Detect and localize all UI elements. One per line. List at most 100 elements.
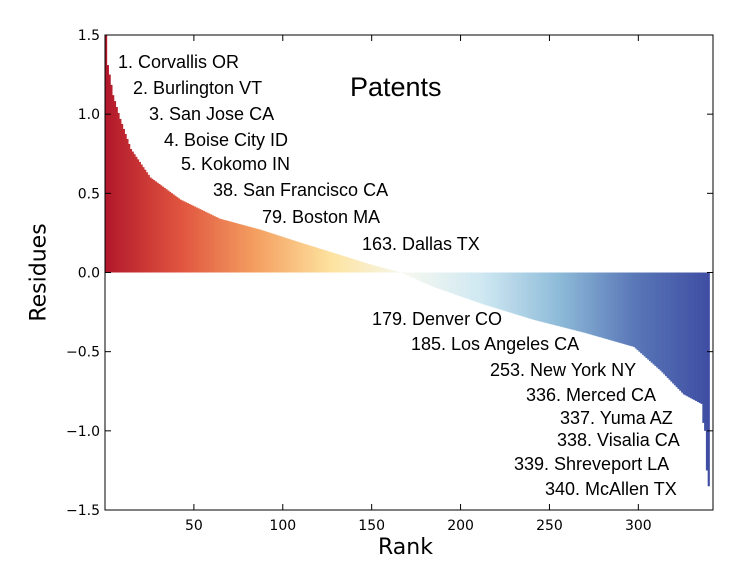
bar	[661, 272, 664, 373]
bar	[389, 269, 392, 273]
bar	[366, 263, 369, 273]
bar	[273, 234, 277, 273]
bar	[325, 250, 328, 273]
bar	[396, 271, 399, 273]
bar	[444, 272, 447, 292]
bar	[517, 272, 520, 316]
chart-title: Patents	[350, 72, 442, 102]
bar	[241, 224, 245, 273]
bar	[535, 272, 538, 321]
bar	[636, 272, 639, 351]
bar	[336, 253, 339, 273]
bar	[428, 272, 431, 286]
bar	[698, 272, 701, 403]
bar	[432, 272, 435, 287]
bar	[700, 272, 703, 404]
bar	[412, 272, 415, 279]
bar	[131, 151, 134, 273]
bar	[265, 231, 268, 273]
bar	[597, 272, 600, 337]
bar	[179, 199, 182, 273]
bar	[577, 272, 581, 332]
bar	[147, 174, 150, 273]
bar	[469, 272, 472, 300]
bar	[588, 272, 591, 335]
bar	[476, 272, 479, 303]
annotation: 253. New York NY	[490, 360, 637, 380]
bar	[329, 251, 332, 273]
bar	[506, 272, 509, 312]
y-tick-label: 0.5	[78, 186, 100, 202]
bar	[512, 272, 515, 314]
bar	[359, 261, 362, 273]
annotation: 5. Kokomo IN	[181, 154, 291, 174]
bar	[282, 237, 285, 273]
bar	[455, 272, 458, 295]
bar	[122, 128, 125, 273]
bar	[225, 220, 229, 273]
bar	[170, 193, 173, 273]
y-tick-label: 1.5	[78, 28, 100, 44]
bar	[681, 272, 684, 393]
bar	[585, 272, 588, 334]
bar	[481, 272, 485, 305]
bar	[357, 260, 360, 273]
bar	[670, 272, 673, 382]
bar	[608, 272, 611, 340]
bar	[554, 272, 557, 326]
bar	[300, 242, 303, 273]
bar	[247, 226, 250, 273]
bar	[268, 232, 271, 273]
x-tick-label: 50	[185, 518, 203, 534]
bar	[165, 189, 168, 273]
bar	[117, 112, 120, 273]
bar	[453, 272, 456, 295]
bar	[350, 258, 353, 273]
bar	[437, 272, 440, 289]
bar	[112, 95, 115, 273]
bar	[471, 272, 474, 301]
bar	[110, 84, 113, 273]
bar	[318, 248, 321, 273]
bar	[220, 219, 223, 273]
bar	[385, 268, 389, 273]
bar	[124, 133, 127, 273]
bar	[149, 177, 152, 273]
bar	[169, 191, 172, 273]
bar	[193, 206, 197, 273]
bar	[565, 272, 568, 329]
bar	[497, 272, 501, 310]
bar	[304, 244, 307, 273]
x-tick-label: 200	[447, 518, 474, 534]
bar	[348, 257, 351, 273]
bar	[494, 272, 497, 308]
bar	[270, 233, 273, 273]
bar	[135, 156, 138, 273]
bar	[309, 245, 312, 273]
bar	[622, 272, 625, 344]
bar	[526, 272, 529, 318]
bar	[457, 272, 460, 296]
bar	[332, 252, 335, 273]
bar	[583, 272, 586, 333]
bar	[538, 272, 541, 322]
bar	[492, 272, 495, 308]
bar	[361, 261, 364, 273]
y-tick-label: −1.5	[66, 503, 100, 519]
bar	[409, 272, 412, 277]
y-tick-label: −1.0	[66, 424, 100, 440]
bar	[161, 186, 165, 273]
bar	[640, 272, 643, 354]
bar	[551, 272, 554, 325]
bar	[645, 272, 648, 358]
bar	[224, 220, 227, 273]
bar	[138, 161, 141, 273]
x-tick-label: 100	[269, 518, 296, 534]
bar	[160, 185, 163, 273]
bar	[158, 184, 161, 273]
bar	[209, 214, 213, 273]
bar	[227, 221, 230, 273]
bar	[528, 272, 531, 319]
bar	[426, 272, 429, 285]
